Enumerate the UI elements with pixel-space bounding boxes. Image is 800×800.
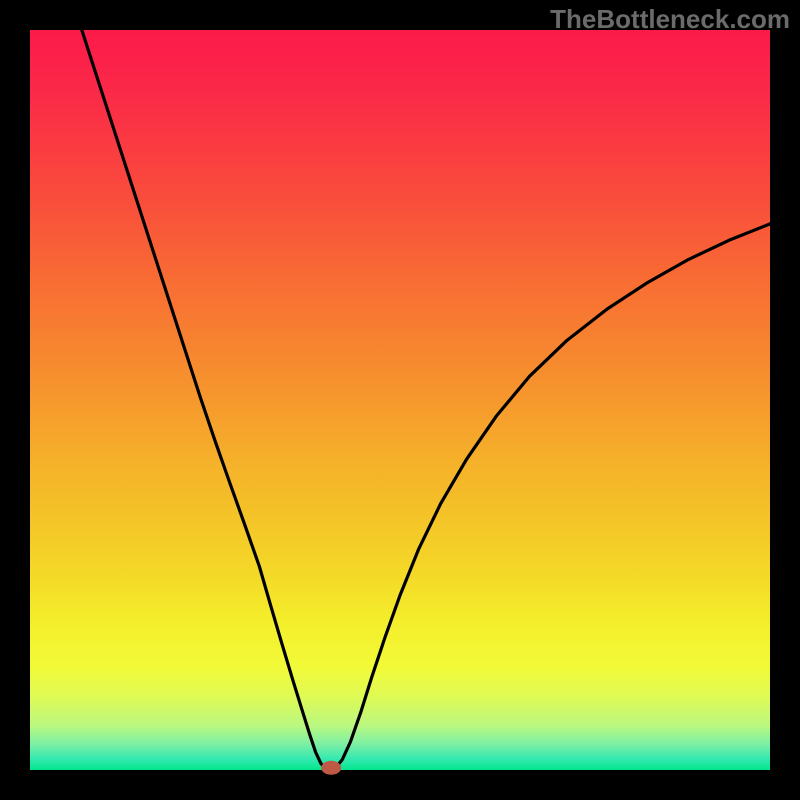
chart-background <box>30 30 770 770</box>
chart-container: TheBottleneck.com <box>0 0 800 800</box>
optimal-point-marker <box>321 761 341 775</box>
watermark-text: TheBottleneck.com <box>550 4 790 35</box>
bottleneck-chart <box>0 0 800 800</box>
